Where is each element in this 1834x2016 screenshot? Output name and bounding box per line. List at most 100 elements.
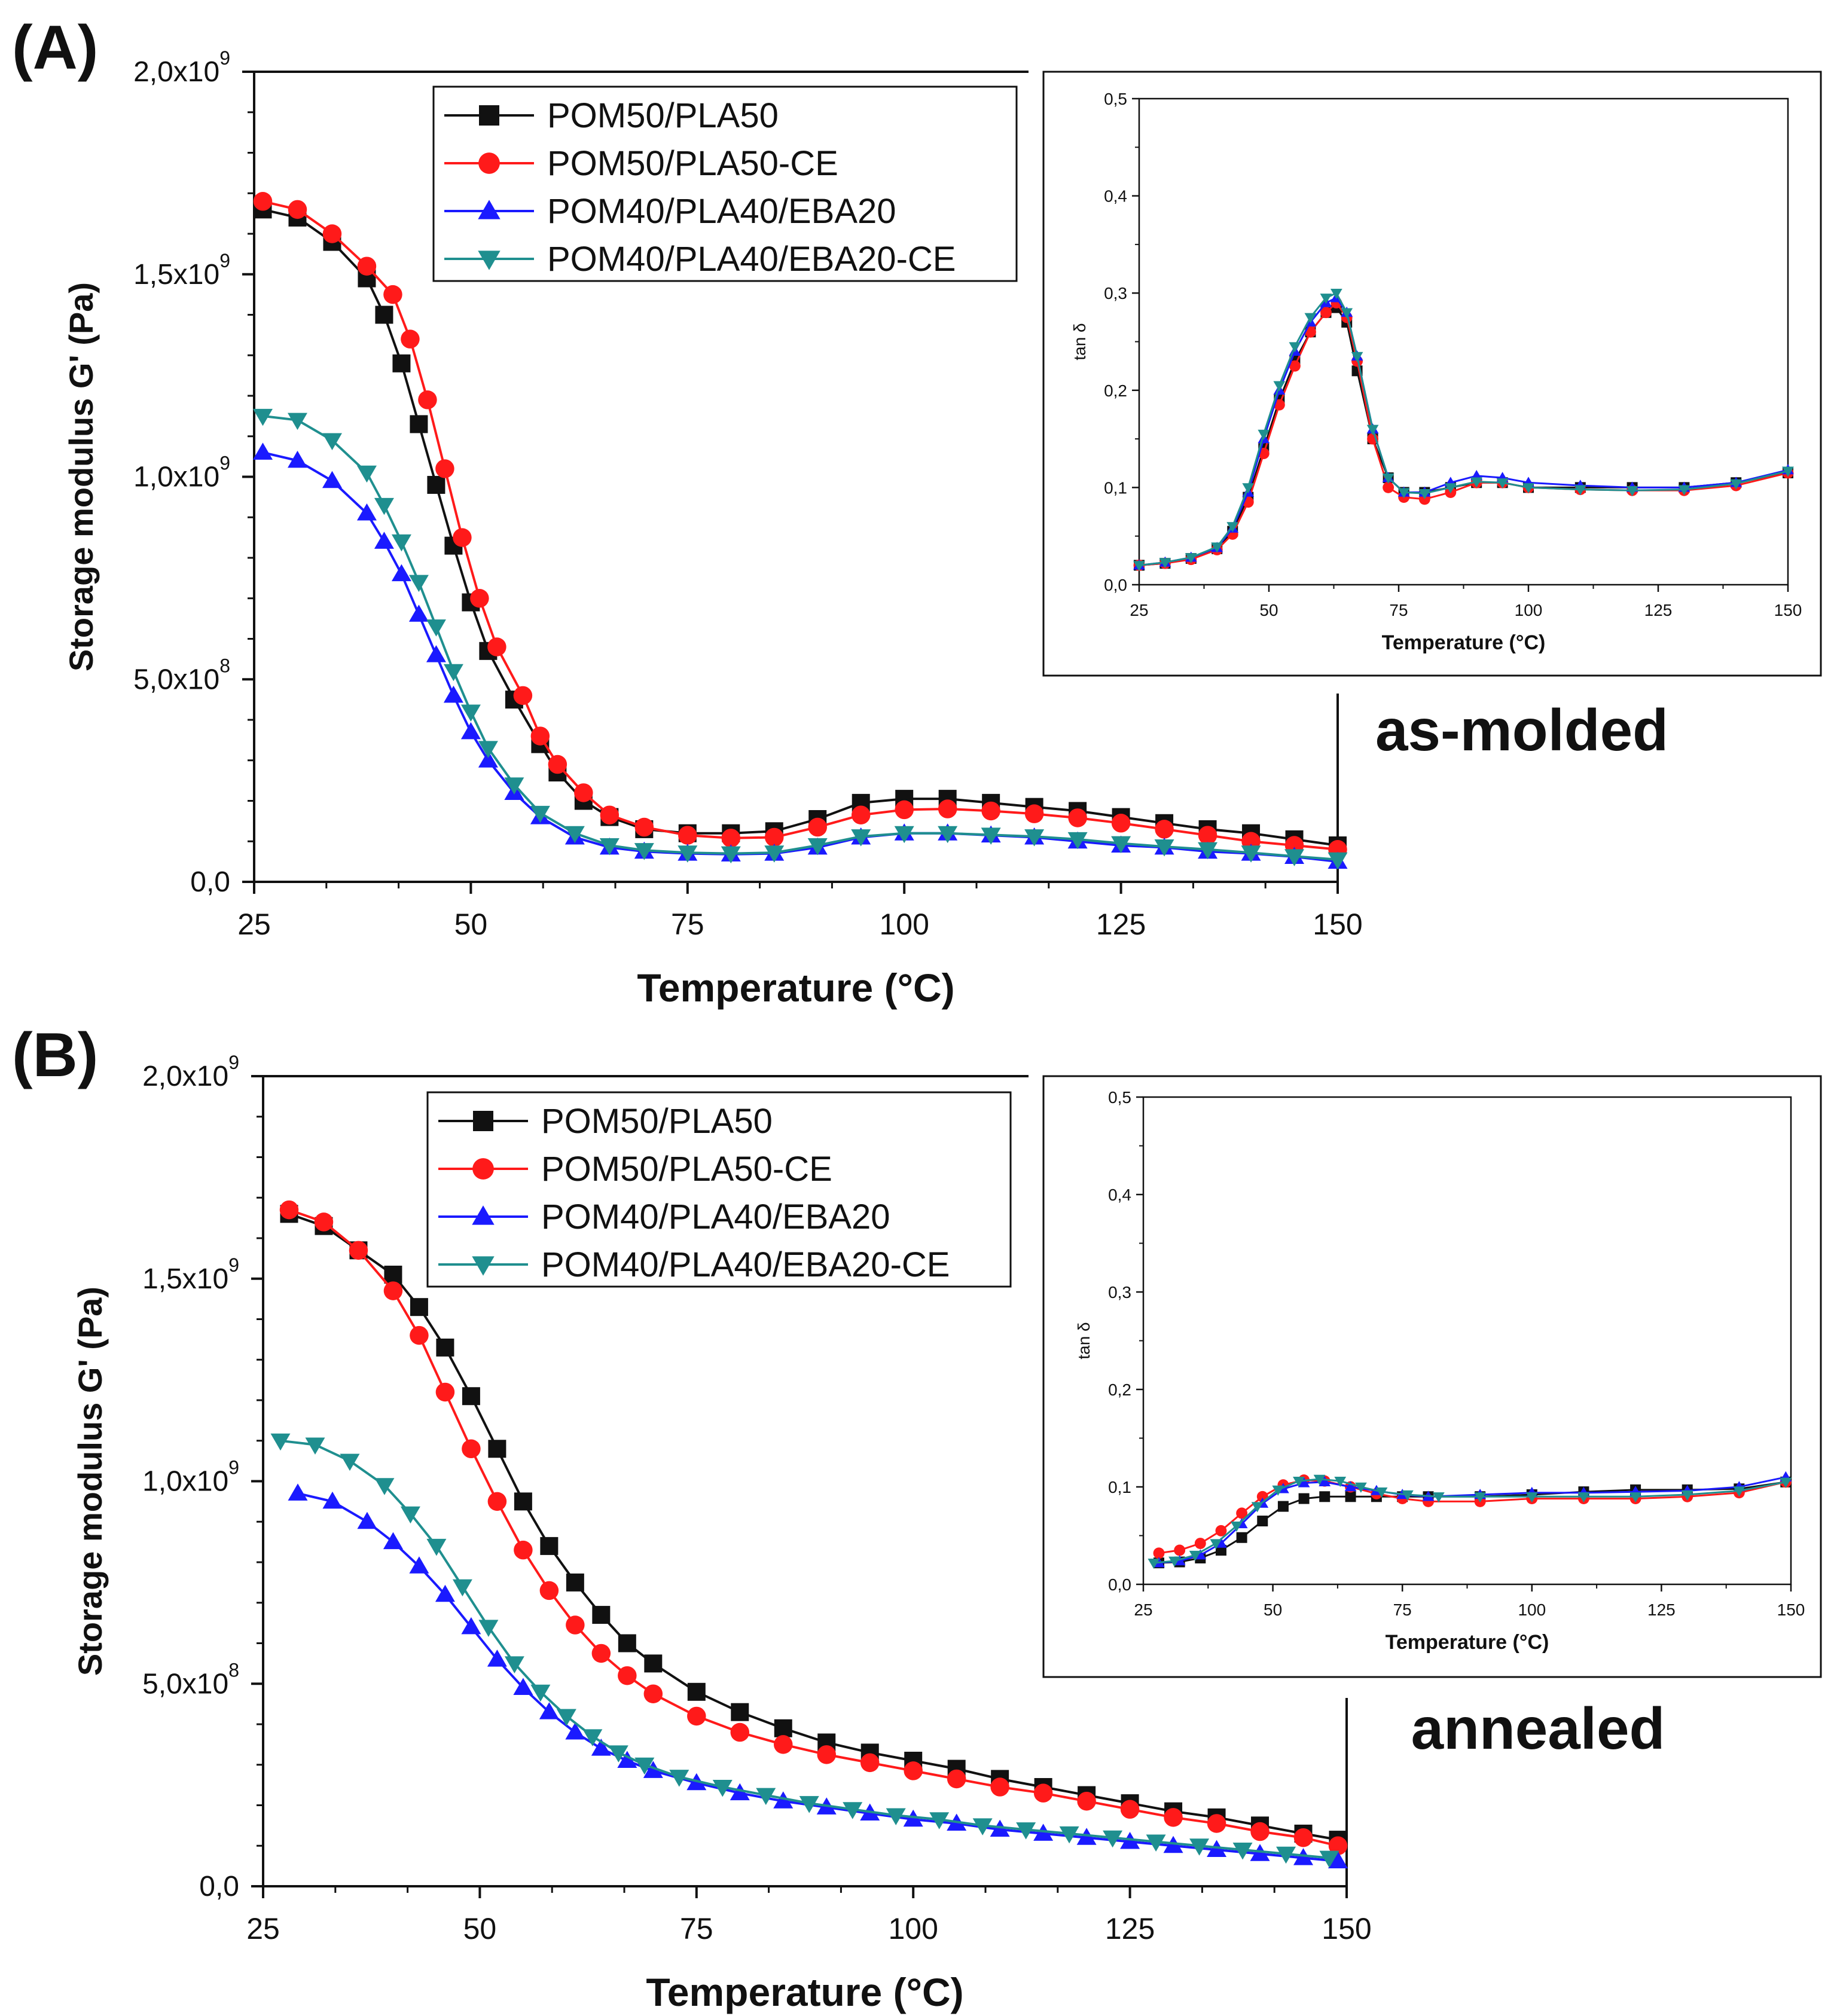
inset-data-point: [1351, 352, 1363, 362]
data-point: [712, 1780, 733, 1797]
inset-y-axis-title: tan δ: [1070, 323, 1089, 360]
data-point: [1120, 1800, 1140, 1819]
data-point: [383, 1532, 403, 1550]
data-point: [279, 1200, 299, 1220]
data-point: [462, 1387, 480, 1406]
data-point: [436, 1338, 454, 1357]
inset-data-point: [1273, 381, 1286, 392]
inset-y-tick-label: 0,1: [1104, 478, 1127, 497]
legend-box: [426, 1091, 1012, 1288]
inset-data-point: [1733, 1486, 1745, 1497]
data-point: [644, 1654, 663, 1673]
data-point: [808, 817, 827, 837]
inset-x-tick-label: 25: [1134, 1600, 1152, 1619]
inset-data-point: [1194, 1538, 1206, 1549]
data-point: [731, 1703, 749, 1721]
inset-y-tick-label: 0,2: [1104, 381, 1127, 400]
x-tick-label: 25: [246, 1912, 280, 1945]
data-point: [634, 843, 654, 860]
legend-label: POM40/PLA40/EBA20-CE: [541, 1245, 950, 1284]
y-axis-title: Storage modulus G' (Pa): [71, 1287, 109, 1676]
inset-data-point: [1277, 1501, 1289, 1512]
y-tick-exponent: 8: [228, 1659, 239, 1681]
inset-y-tick-label: 0,4: [1108, 1186, 1131, 1204]
inset-data-point: [1185, 553, 1197, 564]
inset-data-point: [1432, 1492, 1445, 1503]
x-tick-label: 75: [671, 908, 704, 941]
inset-data-point: [1418, 488, 1431, 500]
data-point: [894, 826, 914, 844]
data-point: [851, 829, 871, 847]
data-point: [1250, 1822, 1270, 1841]
data-point: [504, 777, 524, 795]
y-tick-label: 1,5x109: [142, 1254, 239, 1295]
data-point: [391, 534, 411, 552]
inset-data-point: [1257, 1516, 1268, 1527]
inset-y-tick-label: 0,0: [1108, 1575, 1131, 1594]
inset-data-point: [1242, 483, 1255, 494]
data-point: [990, 1777, 1009, 1797]
inset-data-point: [1525, 1492, 1538, 1503]
data-point: [1328, 852, 1348, 870]
data-point: [851, 805, 871, 824]
inset-data-point: [1251, 1502, 1264, 1513]
data-point: [453, 528, 472, 547]
legend-marker: [478, 152, 500, 174]
inset-data-point: [1345, 1491, 1356, 1502]
inset-data-point: [1211, 542, 1223, 553]
data-point: [1276, 1846, 1296, 1864]
data-point: [287, 450, 307, 468]
data-point: [687, 1682, 706, 1701]
data-point: [556, 1709, 576, 1726]
inset-x-tick-label: 25: [1130, 601, 1148, 619]
inset-x-axis-title: Temperature (°C): [1386, 1631, 1549, 1654]
legend-marker: [478, 200, 501, 219]
data-point: [374, 532, 394, 549]
data-point: [807, 838, 828, 856]
data-point: [410, 415, 428, 433]
inset-data-point: [1236, 1532, 1247, 1543]
y-tick-exponent: 9: [228, 1457, 239, 1479]
inset-data-point: [1304, 313, 1317, 323]
data-point: [860, 1753, 880, 1773]
data-point: [1016, 1822, 1036, 1840]
inset-y-tick-label: 0,5: [1104, 90, 1127, 108]
x-axis-title: Temperature (°C): [646, 1970, 963, 2014]
data-point: [938, 826, 958, 844]
inset-data-point: [1366, 424, 1379, 435]
data-point: [764, 845, 785, 863]
inset-data-point: [1236, 1507, 1248, 1519]
inset-data-point: [1344, 1481, 1357, 1492]
inset-data-point: [1210, 1539, 1222, 1550]
data-point: [1154, 839, 1174, 857]
legend-label: POM50/PLA50-CE: [541, 1150, 832, 1189]
inset-data-point: [1320, 294, 1332, 304]
inset-data-point: [1189, 1550, 1201, 1561]
inset-y-tick-label: 0,5: [1108, 1088, 1131, 1107]
y-tick-exponent: 9: [219, 47, 230, 69]
data-point: [322, 471, 342, 488]
data-point: [514, 1540, 533, 1560]
data-point: [513, 686, 533, 705]
data-point: [322, 433, 342, 451]
inset-data-point: [1470, 477, 1483, 488]
y-tick-label: 0,0: [190, 866, 230, 898]
legend-marker: [472, 1205, 495, 1225]
data-point: [514, 1492, 532, 1511]
series-3: [252, 408, 1348, 870]
x-tick-label: 50: [454, 908, 488, 941]
data-point: [565, 1722, 585, 1740]
inset-data-point: [1319, 1476, 1331, 1487]
x-tick-label: 125: [1105, 1912, 1155, 1945]
data-point: [618, 1634, 636, 1652]
data-point: [409, 1556, 429, 1574]
data-point: [478, 1620, 499, 1637]
data-point: [287, 413, 307, 430]
data-point: [817, 1745, 836, 1764]
data-point: [322, 1491, 343, 1509]
x-tick-label: 100: [888, 1912, 938, 1945]
inset-frame: [1042, 1075, 1822, 1678]
data-point: [634, 817, 654, 837]
data-point: [774, 1735, 793, 1754]
